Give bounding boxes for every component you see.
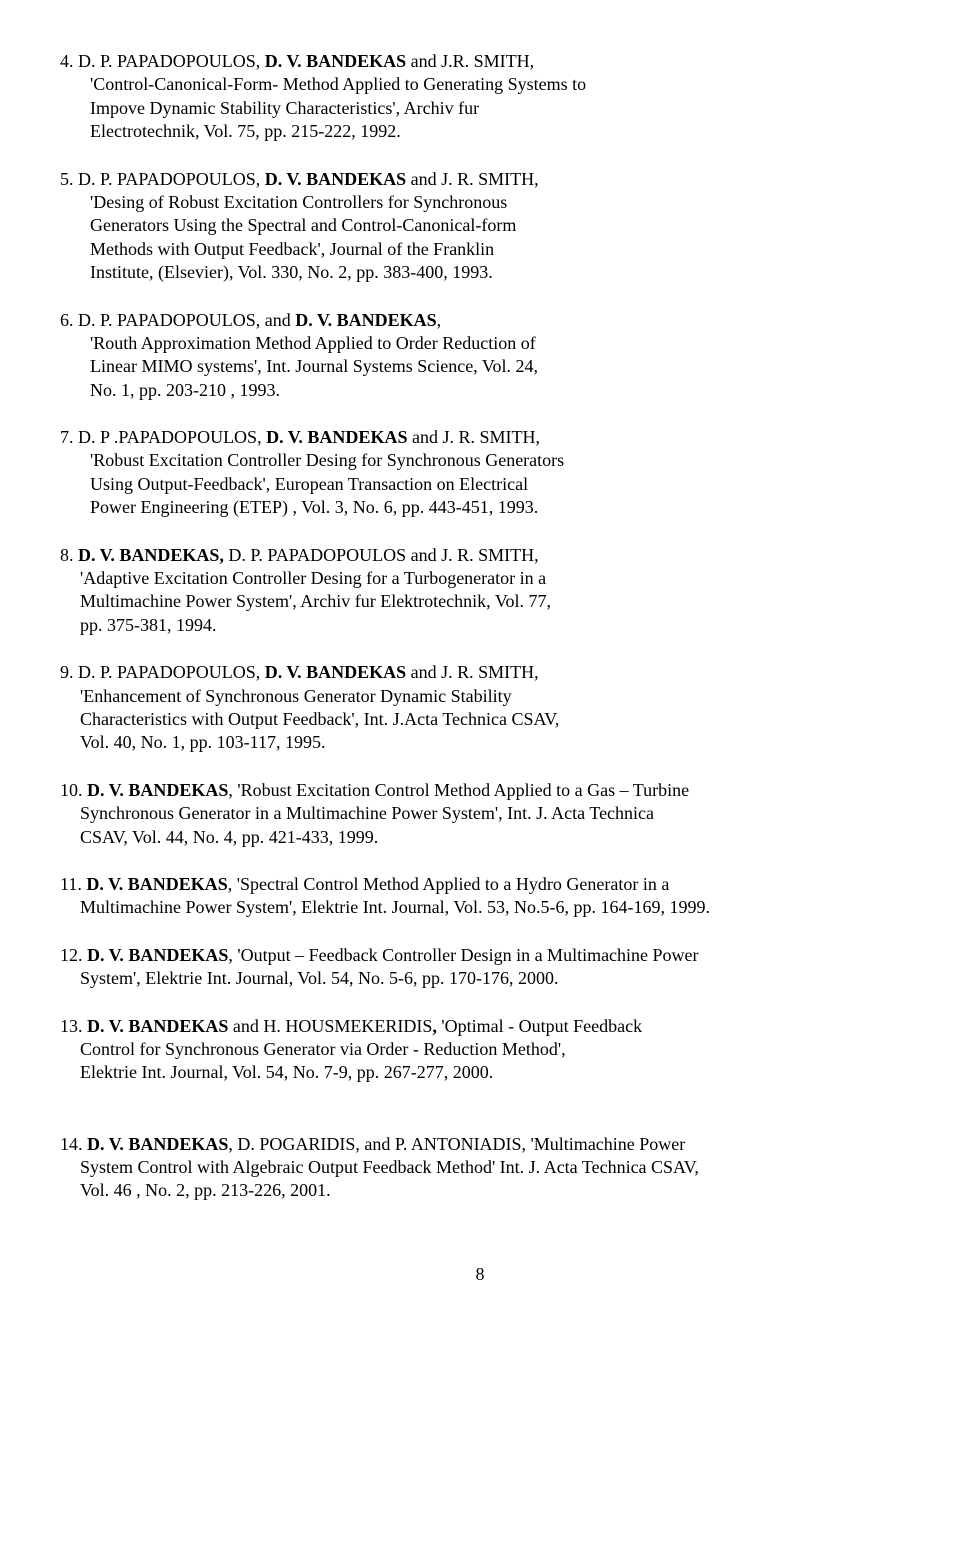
- reference-item: 8. D. V. BANDEKAS, D. P. PAPADOPOULOS an…: [60, 544, 900, 638]
- reference-item: 13. D. V. BANDEKAS and H. HOUSMEKERIDIS,…: [60, 1015, 900, 1085]
- reference-item: 5. D. P. PAPADOPOULOS, D. V. BANDEKAS an…: [60, 168, 900, 285]
- reference-item: 14. D. V. BANDEKAS, D. POGARIDIS, and P.…: [60, 1133, 900, 1203]
- reference-item: 10. D. V. BANDEKAS, 'Robust Excitation C…: [60, 779, 900, 849]
- reference-item: 4. D. P. PAPADOPOULOS, D. V. BANDEKAS an…: [60, 50, 900, 144]
- reference-item: 12. D. V. BANDEKAS, 'Output – Feedback C…: [60, 944, 900, 991]
- spacer: [60, 1109, 900, 1133]
- reference-item: 6. D. P. PAPADOPOULOS, and D. V. BANDEKA…: [60, 309, 900, 403]
- reference-item: 9. D. P. PAPADOPOULOS, D. V. BANDEKAS an…: [60, 661, 900, 755]
- page-number: 8: [60, 1263, 900, 1286]
- reference-item: 11. D. V. BANDEKAS, 'Spectral Control Me…: [60, 873, 900, 920]
- reference-list: 4. D. P. PAPADOPOULOS, D. V. BANDEKAS an…: [60, 50, 900, 1203]
- reference-item: 7. D. P .PAPADOPOULOS, D. V. BANDEKAS an…: [60, 426, 900, 520]
